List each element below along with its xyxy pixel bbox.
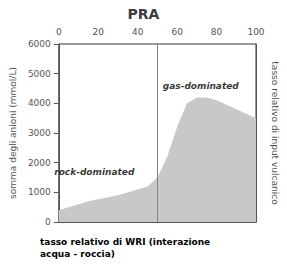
svg-text:somma degli anioni (mmol/L): somma degli anioni (mmol/L) <box>8 67 18 199</box>
svg-text:100: 100 <box>247 27 264 37</box>
svg-text:1000: 1000 <box>28 187 51 197</box>
svg-text:5000: 5000 <box>28 69 51 79</box>
svg-text:tasso relativo di input vulcan: tasso relativo di input vulcanico <box>270 61 280 205</box>
svg-text:40: 40 <box>132 27 144 37</box>
svg-text:20: 20 <box>93 27 105 37</box>
svg-text:acqua - roccia): acqua - roccia) <box>40 249 115 259</box>
svg-text:0: 0 <box>56 27 62 37</box>
svg-text:4000: 4000 <box>28 98 51 108</box>
svg-text:2000: 2000 <box>28 158 51 168</box>
svg-text:0: 0 <box>45 217 51 227</box>
svg-text:tasso relativo di WRI (interaz: tasso relativo di WRI (interazione <box>40 237 210 247</box>
svg-text:80: 80 <box>211 27 223 37</box>
svg-text:PRA: PRA <box>128 6 160 22</box>
svg-text:60: 60 <box>171 27 183 37</box>
svg-text:6000: 6000 <box>28 39 51 49</box>
svg-text:rock-dominated: rock-dominated <box>54 167 135 177</box>
svg-text:3000: 3000 <box>28 128 51 138</box>
svg-text:gas-dominated: gas-dominated <box>163 81 240 91</box>
